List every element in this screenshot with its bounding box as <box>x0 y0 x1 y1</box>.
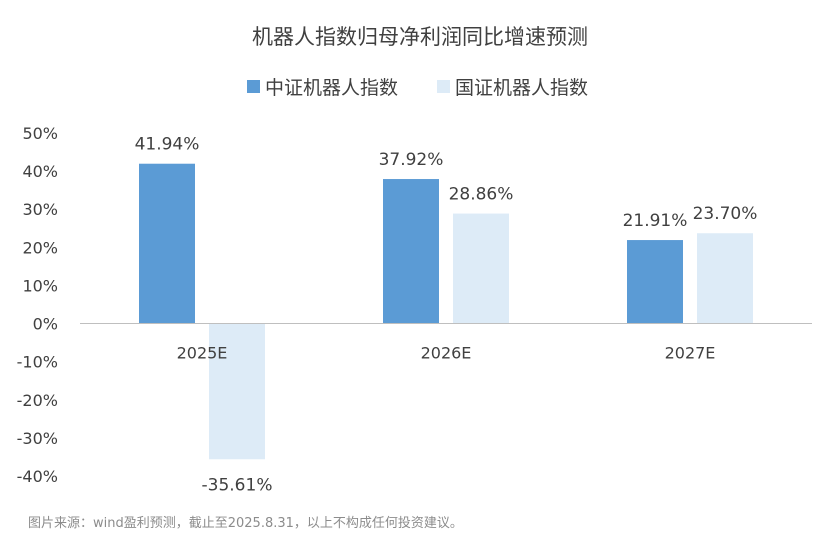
x-tick-label: 2027E <box>665 344 716 363</box>
source-note: 图片来源：wind盈利预测，截止至2025.8.31，以上不构成任何投资建议。 <box>28 515 463 531</box>
bar-series-1-2025E <box>139 163 195 324</box>
y-tick-label: 30% <box>22 200 58 219</box>
y-tick-label: 0% <box>33 315 58 334</box>
legend-swatch-series-1 <box>247 80 260 93</box>
bar-series-1-2027E <box>627 240 683 324</box>
bar-series-2-2027E <box>697 233 753 324</box>
y-tick-label: 20% <box>22 238 58 257</box>
data-label: -35.61% <box>202 475 273 495</box>
y-tick-label: -10% <box>17 353 58 372</box>
y-tick-label: -40% <box>17 467 58 486</box>
bars <box>139 163 753 460</box>
data-label: 23.70% <box>693 204 758 224</box>
y-tick-label: 50% <box>22 124 58 143</box>
data-label: 28.86% <box>449 185 514 205</box>
data-label: 21.91% <box>623 211 688 231</box>
x-tick-label: 2025E <box>177 344 228 363</box>
y-tick-label: 10% <box>22 276 58 295</box>
data-label: 41.94% <box>135 135 200 155</box>
y-tick-label: -20% <box>17 391 58 410</box>
y-tick-label: -30% <box>17 429 58 448</box>
bar-series-2-2026E <box>453 213 509 324</box>
bar-series-2-2025E <box>209 323 265 460</box>
legend-label-series-1: 中证机器人指数 <box>265 77 398 99</box>
legend: 中证机器人指数 国证机器人指数 <box>247 77 588 99</box>
chart-title: 机器人指数归母净利润同比增速预测 <box>252 25 588 49</box>
y-tick-label: 40% <box>22 162 58 181</box>
data-labels: 41.94% -35.61% 37.92%28.86% 21.91% 23.70% <box>135 135 758 496</box>
data-label: 37.92% <box>379 150 444 170</box>
legend-label-series-2: 国证机器人指数 <box>455 77 588 99</box>
bar-series-1-2026E <box>383 179 439 324</box>
y-axis: 50% 40% 30% 20% 10% 0% -10% -20% -30% -40% <box>17 124 58 486</box>
x-tick-label: 2026E <box>421 344 472 363</box>
x-axis: 2025E 2026E 2027E <box>177 344 716 363</box>
legend-swatch-series-2 <box>437 80 450 93</box>
